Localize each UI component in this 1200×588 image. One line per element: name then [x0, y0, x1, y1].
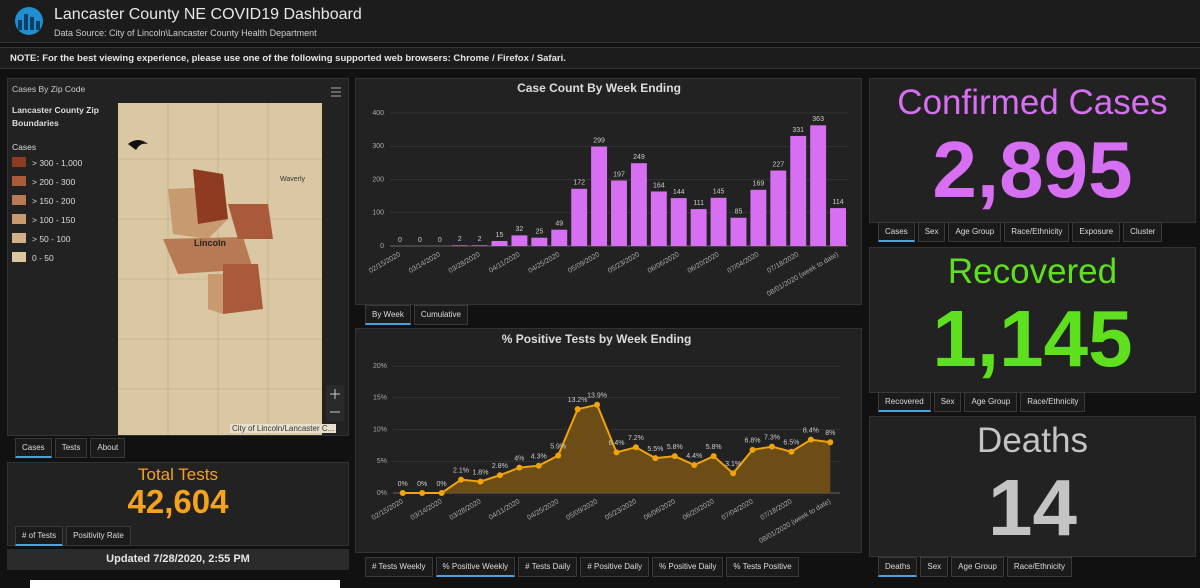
- tab[interactable]: % Positive Daily: [652, 557, 724, 577]
- bar-tabs: By Week Cumulative: [365, 305, 468, 325]
- updated: Updated 7/28/2020, 2:55 PM: [7, 549, 349, 570]
- header: Lancaster County NE COVID19 Dashboard Da…: [0, 0, 1200, 43]
- tab[interactable]: # Tests Weekly: [365, 557, 433, 577]
- indicator: Deaths 14: [869, 416, 1196, 557]
- legend-label: > 300 - 1,000: [32, 158, 83, 168]
- tab[interactable]: Tests: [54, 438, 88, 458]
- zip-area: [223, 264, 263, 314]
- tab[interactable]: Sex: [933, 392, 962, 412]
- recovered-tabs: Recovered Sex Age Group Race/Ethnicity: [878, 392, 1086, 412]
- place-label: Lincoln: [194, 238, 226, 248]
- legend-swatch: [12, 176, 26, 186]
- line-panel: [355, 328, 862, 553]
- map-tabs: Cases Tests About: [15, 438, 126, 458]
- deaths-tabs: Deaths Sex Age Group Race/Ethnicity: [878, 557, 1072, 577]
- taskbar: [30, 580, 340, 588]
- tab[interactable]: % Tests Positive: [726, 557, 799, 577]
- tab[interactable]: Race/Ethnicity: [1020, 392, 1086, 412]
- indicator: Confirmed Cases 2,895: [869, 78, 1196, 223]
- legend-label: > 150 - 200: [32, 196, 76, 206]
- tests-panel: Total Tests 42,604: [7, 462, 349, 546]
- tab[interactable]: Age Group: [951, 557, 1004, 577]
- legend-title: Cases: [12, 142, 37, 152]
- legend-item: > 300 - 1,000: [12, 157, 112, 169]
- indicator-value: 2,895: [932, 125, 1133, 214]
- legend-label: > 100 - 150: [32, 215, 76, 225]
- logo: [15, 7, 43, 35]
- tests-tabs: # of Tests Positivity Rate: [15, 526, 131, 546]
- tab[interactable]: Positivity Rate: [66, 526, 131, 546]
- tests-title: Total Tests: [137, 465, 218, 484]
- tab[interactable]: Cases: [15, 438, 52, 458]
- tab[interactable]: Age Group: [948, 222, 1002, 242]
- legend-label: > 50 - 100: [32, 234, 71, 244]
- tab[interactable]: Recovered: [878, 392, 931, 412]
- legend-swatch: [12, 195, 26, 205]
- tab[interactable]: Cumulative: [413, 305, 468, 325]
- bar-panel: [355, 78, 862, 305]
- legend-label: 0 - 50: [32, 253, 54, 263]
- legend-label: > 200 - 300: [32, 177, 76, 187]
- zoom-in-icon: [330, 389, 340, 399]
- tab[interactable]: Cluster: [1123, 222, 1163, 242]
- line-tabs: # Tests Weekly% Positive Weekly # Tests D…: [365, 557, 799, 577]
- list-icon: [331, 87, 341, 97]
- tab[interactable]: Cases: [878, 222, 915, 242]
- indicator-value: 1,145: [932, 294, 1133, 383]
- indicator-title: Recovered: [947, 252, 1118, 291]
- indicator-title: Deaths: [977, 421, 1088, 460]
- data-source: Data Source: City of Lincoln\Lancaster C…: [54, 28, 317, 38]
- legend-swatch: [12, 252, 26, 262]
- map-panel: Cases By Zip Code Lancaster County Zip B…: [7, 78, 349, 436]
- tab[interactable]: Exposure: [1072, 222, 1121, 242]
- legend: > 300 - 1,000 > 200 - 300 > 150 - 200 > 100…: [12, 157, 112, 271]
- indicator: Recovered 1,145: [869, 247, 1196, 393]
- tab[interactable]: Age Group: [964, 392, 1018, 412]
- legend-item: 0 - 50: [12, 252, 112, 264]
- tests-value: 42,604: [127, 483, 229, 520]
- bird-icon: [128, 140, 148, 150]
- legend-item: > 100 - 150: [12, 214, 112, 226]
- legend-item: > 200 - 300: [12, 176, 112, 188]
- attribution: City of Lincoln/Lancaster C...: [230, 424, 337, 433]
- tab[interactable]: # Tests Daily: [518, 557, 578, 577]
- tab[interactable]: About: [90, 438, 126, 458]
- legend-item: > 50 - 100: [12, 233, 112, 245]
- place-label: Waverly: [280, 176, 306, 183]
- legend-swatch: [12, 233, 26, 243]
- tab[interactable]: By Week: [365, 305, 411, 325]
- tab[interactable]: Deaths: [878, 557, 918, 577]
- tab[interactable]: # Positive Daily: [580, 557, 650, 577]
- cases-tabs: Cases Sex Age Group Race/Ethnicity Exposure C…: [878, 222, 1163, 242]
- legend-swatch: [12, 214, 26, 224]
- tab[interactable]: Sex: [920, 557, 949, 577]
- indicator-value: 14: [988, 463, 1077, 552]
- zip-area: [228, 204, 273, 239]
- zip-area: [208, 274, 223, 314]
- note: NOTE: For the best viewing experience, p…: [0, 47, 1200, 69]
- tab[interactable]: Race/Ethnicity: [1004, 222, 1070, 242]
- zip-area: [193, 169, 228, 224]
- map-title: Cases By Zip Code: [12, 84, 86, 94]
- title: Lancaster County NE COVID19 Dashboard: [54, 6, 362, 23]
- legend-item: > 150 - 200: [12, 195, 112, 207]
- tab[interactable]: Race/Ethnicity: [1006, 557, 1072, 577]
- legend-swatch: [12, 157, 26, 167]
- layer-name: Lancaster County Zip Boundaries: [12, 105, 99, 128]
- tab[interactable]: # of Tests: [15, 526, 64, 546]
- tab[interactable]: Sex: [917, 222, 946, 242]
- tab[interactable]: % Positive Weekly: [435, 557, 516, 577]
- map: [118, 87, 344, 435]
- indicator-title: Confirmed Cases: [897, 83, 1168, 122]
